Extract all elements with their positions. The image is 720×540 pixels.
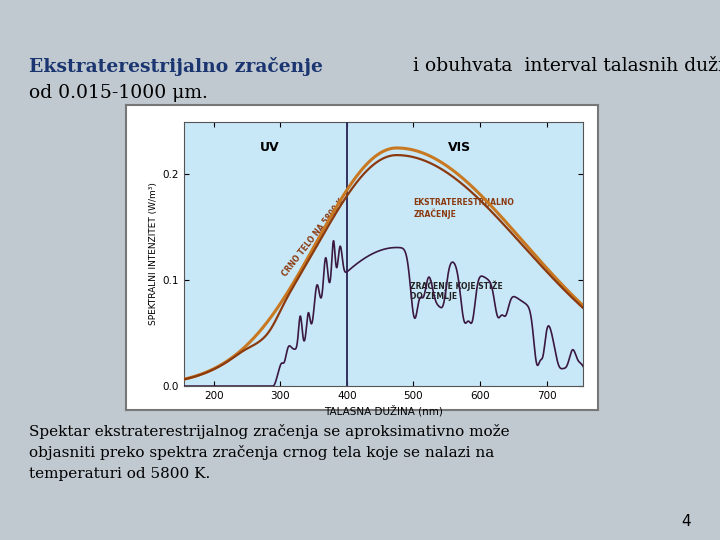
Text: Spektar ekstraterestrijalnog zračenja se aproksimativno može
objasniti preko spe: Spektar ekstraterestrijalnog zračenja se… — [29, 424, 510, 481]
Text: UV: UV — [261, 141, 280, 154]
Text: i obuhvata  interval talasnih dužina: i obuhvata interval talasnih dužina — [407, 57, 720, 75]
X-axis label: TALASNA DUŽINA (nm): TALASNA DUŽINA (nm) — [324, 405, 443, 417]
Text: ZRAČENJE KOJE STIŽE
DO ZEMLJE: ZRAČENJE KOJE STIŽE DO ZEMLJE — [410, 280, 503, 301]
Text: CRNO TELO NA 5800 K: CRNO TELO NA 5800 K — [280, 197, 346, 279]
Text: VIS: VIS — [449, 141, 472, 154]
Text: EKSTRATERESTRIJALNO
ZRAČENJE: EKSTRATERESTRIJALNO ZRAČENJE — [413, 198, 514, 219]
Y-axis label: SPEKTRALNI INTENZITET (W/m³): SPEKTRALNI INTENZITET (W/m³) — [149, 183, 158, 325]
Text: od 0.015-1000 μm.: od 0.015-1000 μm. — [29, 84, 207, 102]
Text: Ekstraterestrijalno zračenje: Ekstraterestrijalno zračenje — [29, 57, 323, 76]
Text: 4: 4 — [682, 514, 691, 529]
